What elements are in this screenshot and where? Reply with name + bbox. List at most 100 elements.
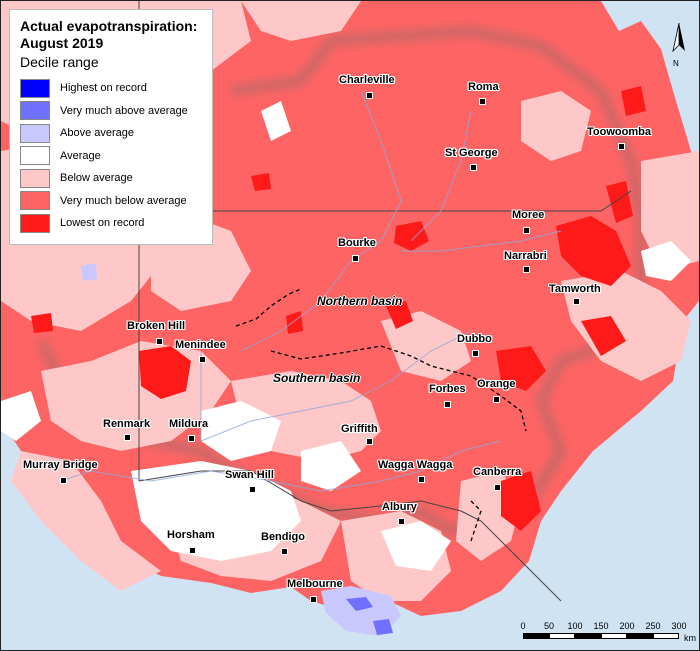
- north-arrow-icon: [672, 22, 685, 53]
- town-marker: [470, 164, 477, 171]
- legend-item-label: Lowest on record: [60, 217, 145, 230]
- legend-swatch: [20, 123, 50, 143]
- legend-items: Highest on record Very much above average…: [20, 77, 202, 235]
- scale-segment: [549, 633, 575, 639]
- legend-swatch: [20, 101, 50, 121]
- legend-item: Above average: [20, 122, 202, 145]
- basin-rim-shading: [36, 26, 646, 536]
- town-label: Forbes: [429, 383, 466, 395]
- legend-item: Very much above average: [20, 100, 202, 123]
- town-marker: [199, 356, 206, 363]
- town-label: Swan Hill: [225, 469, 274, 481]
- town-marker: [352, 255, 359, 262]
- town-label: Griffith: [341, 423, 378, 435]
- legend-item-label: Above average: [60, 127, 134, 140]
- scale-tick-label: 150: [593, 621, 609, 631]
- legend-title-line2: August 2019: [20, 35, 104, 51]
- town-label: Moree: [512, 209, 545, 221]
- scale-segment: [627, 633, 653, 639]
- scale-tick-label: 0: [520, 621, 526, 631]
- town-marker: [366, 438, 373, 445]
- legend-item-label: Very much above average: [60, 104, 188, 117]
- town-marker: [523, 266, 530, 273]
- scale-tick-label: 300: [671, 621, 687, 631]
- town-marker: [472, 350, 479, 357]
- town-label: Renmark: [103, 418, 151, 430]
- town-label: Toowoomba: [587, 126, 651, 138]
- border-dashed-east: [470, 500, 482, 542]
- town-marker: [156, 338, 163, 345]
- legend-item: Lowest on record: [20, 212, 202, 235]
- town-marker: [479, 98, 486, 105]
- town-label: Tamworth: [549, 283, 601, 295]
- town-label: St George: [445, 147, 498, 159]
- legend-item-label: Very much below average: [60, 194, 187, 207]
- town-label: Bourke: [338, 237, 376, 249]
- town-marker: [60, 477, 67, 484]
- scale-segment: [653, 633, 679, 639]
- town-marker: [366, 92, 373, 99]
- town-marker: [124, 434, 131, 441]
- southern-basin-label: Southern basin: [273, 371, 361, 385]
- legend-item-label: Average: [60, 149, 101, 162]
- scale-segment: [575, 633, 601, 639]
- town-marker: [618, 143, 625, 150]
- scale-tick-label: 200: [619, 621, 635, 631]
- legend-swatch: [20, 146, 50, 166]
- town-label: Charleville: [339, 74, 395, 86]
- legend-item: Highest on record: [20, 77, 202, 100]
- north-label: N: [673, 59, 679, 68]
- scale-tick-label: 50: [543, 621, 555, 631]
- legend-title-line1: Actual evapotranspiration:: [20, 18, 198, 34]
- legend-item-label: Highest on record: [60, 82, 147, 95]
- legend-item: Very much below average: [20, 190, 202, 213]
- town-marker: [310, 596, 317, 603]
- scale-segment: [601, 633, 627, 639]
- town-marker: [249, 486, 256, 493]
- scale-tick-label: 100: [567, 621, 583, 631]
- legend-swatch: [20, 213, 50, 233]
- legend-swatch: [20, 191, 50, 211]
- legend-item: Average: [20, 145, 202, 168]
- town-label: Horsham: [167, 529, 215, 541]
- town-label: Orange: [477, 378, 516, 390]
- legend-swatch: [20, 78, 50, 98]
- town-label: Wagga Wagga: [378, 459, 453, 471]
- town-marker: [188, 435, 195, 442]
- town-label: Melbourne: [287, 578, 343, 590]
- town-label: Murray Bridge: [23, 459, 98, 471]
- legend-subtitle: Decile range: [20, 54, 99, 70]
- scale-unit: km: [684, 633, 696, 643]
- legend-swatch: [20, 168, 50, 188]
- scale-tick-label: 250: [645, 621, 661, 631]
- average-areas: [1, 101, 691, 571]
- town-label: Canberra: [473, 466, 522, 478]
- lowest-on-record-areas: [31, 86, 646, 531]
- legend: Actual evapotranspiration: August 2019 D…: [9, 9, 213, 245]
- town-label: Broken Hill: [127, 320, 186, 332]
- town-label: Dubbo: [457, 333, 492, 345]
- scale-bar: 0 50 100 150 200 250 300: [520, 621, 687, 643]
- above-average-areas: [81, 263, 401, 636]
- legend-item-label: Below average: [60, 172, 133, 185]
- northern-basin-label: Northern basin: [317, 294, 403, 308]
- rivers: [60, 90, 562, 492]
- town-label: Bendigo: [261, 531, 305, 543]
- town-marker: [523, 227, 530, 234]
- town-marker: [418, 476, 425, 483]
- town-marker: [444, 401, 451, 408]
- town-label: Menindee: [175, 339, 226, 351]
- town-marker: [281, 548, 288, 555]
- town-label: Albury: [382, 501, 417, 513]
- town-marker: [493, 396, 500, 403]
- town-marker: [573, 298, 580, 305]
- town-label: Roma: [468, 81, 499, 93]
- basin-boundary: [235, 288, 527, 432]
- legend-item: Below average: [20, 167, 202, 190]
- town-marker: [494, 484, 501, 491]
- town-marker: [189, 547, 196, 554]
- town-marker: [398, 518, 405, 525]
- town-label: Narrabri: [504, 250, 547, 262]
